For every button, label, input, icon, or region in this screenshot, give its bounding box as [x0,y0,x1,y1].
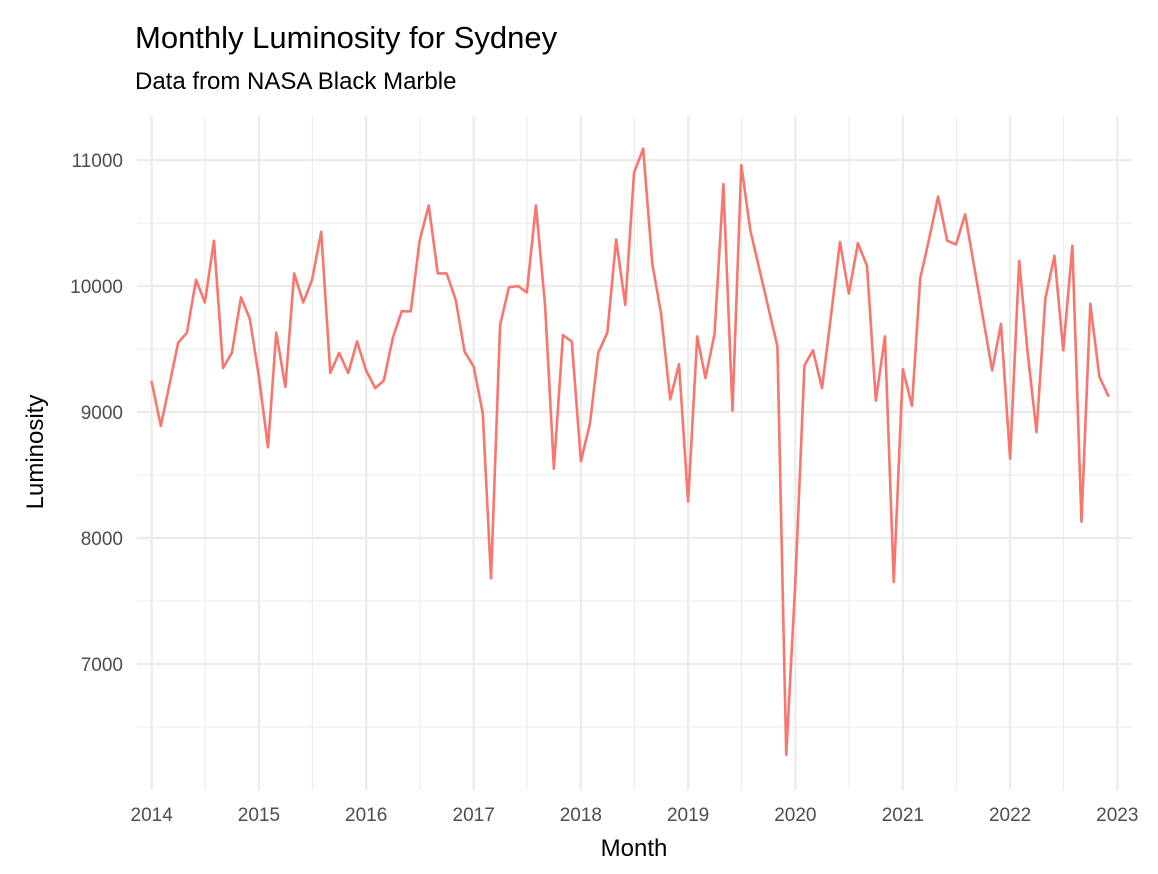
y-tick-label: 8000 [81,529,123,550]
series-line [150,147,1110,757]
y-tick-label: 9000 [81,403,123,424]
y-tick-label: 11000 [72,151,123,172]
chart-title: Monthly Luminosity for Sydney [135,20,558,55]
y-axis-ticks: 7000 8000 9000 10000 11000 [70,151,123,676]
minor-gridlines [137,116,1132,790]
series-layer [150,147,1110,757]
chart-subtitle: Data from NASA Black Marble [135,68,457,95]
y-axis-title: Luminosity [22,395,49,510]
y-tick-label: 7000 [81,655,123,676]
x-tick-label: 2017 [453,805,495,826]
x-axis-title: Month [601,835,668,862]
major-gridlines [137,116,1132,790]
x-tick-label: 2016 [345,805,387,826]
x-tick-label: 2022 [989,805,1031,826]
x-tick-label: 2019 [667,805,709,826]
x-tick-label: 2018 [560,805,602,826]
y-tick-label: 10000 [70,277,123,298]
x-tick-label: 2021 [882,805,924,826]
x-tick-label: 2014 [131,805,174,826]
x-tick-label: 2015 [238,805,280,826]
x-tick-label: 2020 [774,805,816,826]
x-axis-ticks: 2014 2015 2016 2017 2018 2019 2020 2021 2022 2023 [131,805,1139,826]
x-tick-label: 2023 [1096,805,1138,826]
